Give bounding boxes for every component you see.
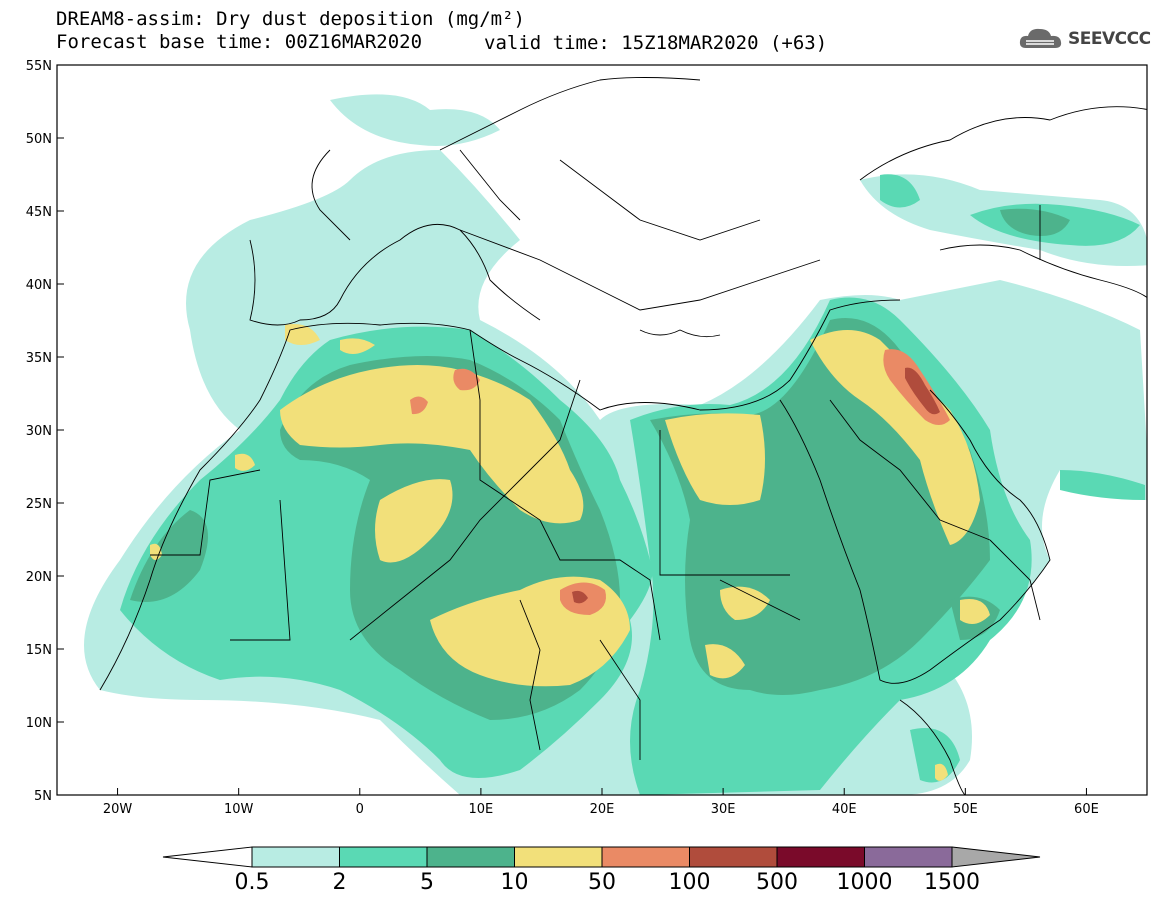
lon-tick-label: 20W bbox=[103, 802, 133, 817]
forecast-base-time: Forecast base time: 00Z16MAR2020 bbox=[56, 31, 423, 53]
lon-tick-label: 60E bbox=[1074, 802, 1099, 817]
lat-tick-label: 10N bbox=[26, 716, 52, 731]
contour-100 bbox=[572, 367, 940, 604]
colorbar-label: 100 bbox=[668, 870, 711, 895]
colorbar-box bbox=[339, 846, 428, 868]
lat-tick-label: 5N bbox=[34, 789, 52, 804]
contour-10 bbox=[150, 324, 990, 781]
lat-axis: 5N 10N 15N 20N 25N 30N 35N 40N 45N 50N 55N bbox=[26, 59, 64, 804]
colorbar-box bbox=[601, 846, 690, 868]
colorbar-label: 500 bbox=[756, 870, 798, 895]
colorbar-box bbox=[689, 846, 778, 868]
colorbar-label: 0.5 bbox=[234, 870, 270, 895]
colorbar-box bbox=[426, 846, 515, 868]
lon-tick-label: 10W bbox=[224, 802, 254, 817]
colorbar-label: 1000 bbox=[836, 870, 893, 895]
lat-tick-label: 55N bbox=[26, 59, 52, 74]
dust-fields bbox=[84, 94, 1147, 795]
colorbar-upper-arrow bbox=[951, 846, 1041, 868]
lon-tick-label: 40E bbox=[832, 802, 857, 817]
lat-tick-label: 25N bbox=[26, 497, 52, 512]
colorbar-label: 2 bbox=[332, 870, 347, 895]
lon-tick-label: 30E bbox=[711, 802, 736, 817]
lon-axis: 20W 10W 0 10E 20E 30E 40E 50E 60E bbox=[103, 788, 1099, 817]
lon-tick-label: 50E bbox=[953, 802, 978, 817]
seevccc-logo: SEEVCCC bbox=[1018, 26, 1151, 52]
map-title: DREAM8-assim: Dry dust deposition (mg/m²… bbox=[56, 8, 525, 30]
colorbar-box bbox=[251, 846, 340, 868]
colorbar-box bbox=[776, 846, 865, 868]
colorbar-label: 5 bbox=[420, 870, 434, 895]
lat-tick-label: 30N bbox=[26, 424, 52, 439]
colorbar-lower-arrow bbox=[162, 846, 253, 868]
colorbar-label: 50 bbox=[588, 870, 616, 895]
colorbar-boxes bbox=[251, 846, 953, 868]
valid-time: valid time: 15Z18MAR2020 (+63) bbox=[484, 32, 828, 54]
colorbar-label: 1500 bbox=[924, 870, 980, 895]
lat-tick-label: 45N bbox=[26, 205, 52, 220]
lat-tick-label: 20N bbox=[26, 570, 52, 585]
logo-text: SEEVCCC bbox=[1068, 29, 1151, 49]
colorbar-box bbox=[514, 846, 603, 868]
colorbar-box bbox=[864, 846, 953, 868]
lon-tick-label: 20E bbox=[590, 802, 615, 817]
lat-tick-label: 35N bbox=[26, 351, 52, 366]
coastlines bbox=[99, 77, 1147, 795]
colorbar-label: 10 bbox=[500, 870, 529, 895]
lon-tick-label: 10E bbox=[469, 802, 494, 817]
colorbar bbox=[162, 846, 1041, 868]
lon-tick-label: 0 bbox=[356, 802, 364, 817]
cloud-icon bbox=[1019, 28, 1062, 48]
lat-tick-label: 50N bbox=[26, 132, 52, 147]
lat-tick-label: 15N bbox=[26, 643, 52, 658]
lat-tick-label: 40N bbox=[26, 278, 52, 293]
